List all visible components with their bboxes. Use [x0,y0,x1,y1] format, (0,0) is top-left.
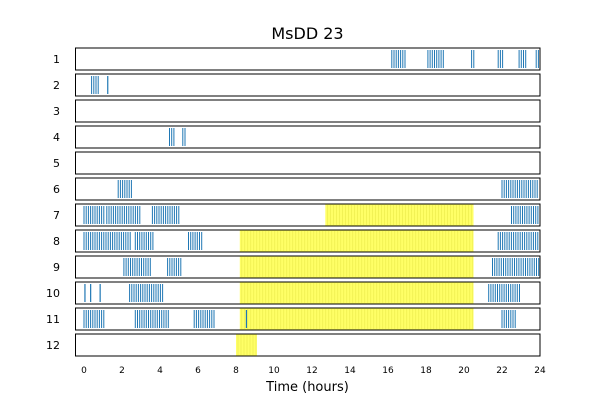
row-label: 3 [53,105,60,118]
row-5: 5 [53,151,541,175]
row-frame [75,255,541,279]
row-1: 1 [53,47,541,71]
x-axis-label: Time (hours) [266,380,349,395]
row-frame [75,281,541,305]
row-label: 10 [46,287,60,300]
row-frame [75,73,541,97]
x-tick-label: 6 [195,366,201,376]
x-tick-label: 16 [382,366,394,376]
row-6: 6 [53,177,541,201]
x-tick-label: 4 [157,366,163,376]
row-4: 4 [53,125,541,149]
row-11: 11 [46,307,541,331]
chart-title: MsDD 23 [271,24,344,43]
row-frame [75,203,541,227]
row-3: 3 [53,99,541,123]
row-label: 12 [46,339,60,352]
shaded-region [239,308,474,330]
row-label: 5 [53,157,60,170]
row-10: 10 [46,281,541,305]
x-tick-label: 12 [306,366,317,376]
row-label: 11 [46,313,60,326]
row-label: 7 [53,209,60,222]
shaded-region [236,334,257,356]
row-frame [75,333,541,357]
x-tick-label: 20 [458,366,470,376]
x-tick-label: 0 [81,366,87,376]
row-label: 6 [53,183,60,196]
row-frame [75,47,541,71]
x-tick-label: 22 [496,366,507,376]
row-2: 2 [53,73,541,97]
x-tick-label: 18 [420,366,432,376]
row-frame [75,151,541,175]
x-tick-label: 24 [534,366,546,376]
row-frame [75,99,541,123]
row-9: 9 [53,255,541,279]
row-label: 2 [53,79,60,92]
row-frame [75,177,541,201]
x-tick-label: 8 [233,366,239,376]
x-tick-label: 14 [344,366,356,376]
shaded-region [239,230,474,252]
row-7: 7 [53,203,541,227]
row-label: 8 [53,235,60,248]
shaded-region [239,256,474,278]
x-tick-label: 10 [268,366,280,376]
row-label: 1 [53,53,60,66]
x-tick-label: 2 [119,366,125,376]
row-8: 8 [53,229,541,253]
row-frame [75,125,541,149]
row-12: 12 [46,333,541,357]
shaded-region [239,282,474,304]
row-label: 4 [53,131,60,144]
row-frame [75,307,541,331]
row-frame [75,229,541,253]
row-label: 9 [53,261,60,274]
